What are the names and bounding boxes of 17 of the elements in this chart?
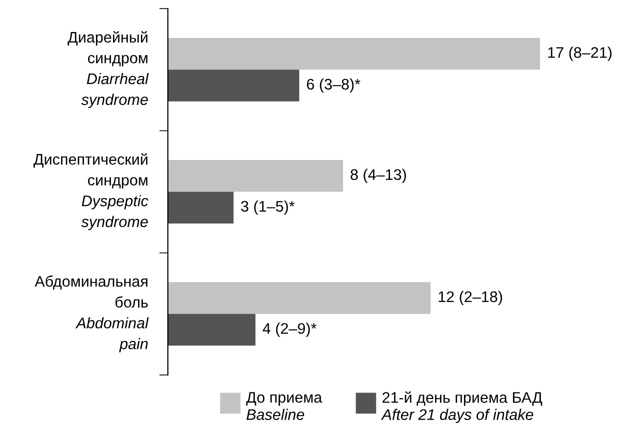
bar (168, 38, 540, 70)
y-tick-label: Абдоминальная боль Abdominal pain (34, 275, 149, 352)
data-label: 12 (2–18) (438, 290, 502, 306)
bar (168, 160, 344, 192)
data-label: 6 (3–8)* (306, 78, 360, 93)
bar (168, 70, 300, 102)
bar (168, 282, 431, 314)
data-label: 3 (1–5)* (241, 200, 295, 215)
bar (168, 192, 234, 224)
y-tick-label: Диспептический синдром Dyspeptic syndrome (34, 153, 148, 230)
legend-label: До приема Baseline (246, 392, 322, 420)
data-label: 17 (8–21) (548, 46, 612, 61)
bar (168, 314, 256, 346)
y-tick-label: Диарейный синдром Diarrheal syndrome (68, 31, 149, 108)
legend-label: 21-й день приема БАД After 21 days of intake (381, 391, 542, 424)
data-label: 4 (2–9)* (262, 322, 317, 337)
data-label: 8 (4–13) (350, 168, 406, 184)
